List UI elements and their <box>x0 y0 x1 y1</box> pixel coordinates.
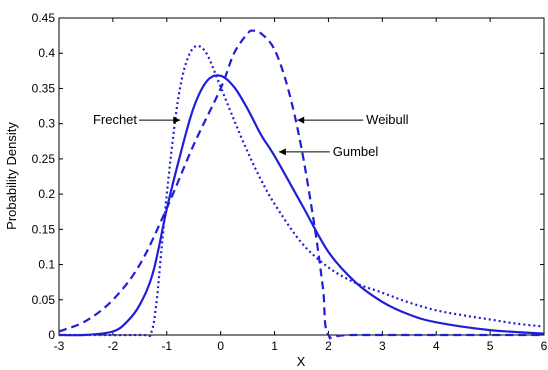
y-tick-label: 0.45 <box>32 11 56 25</box>
y-tick-label: 0.05 <box>32 293 56 307</box>
annotations: Frechet Weibull Gumbel <box>93 112 409 159</box>
annotation-arrowhead <box>297 116 305 124</box>
annotation-frechet: Frechet <box>93 112 137 127</box>
x-tick-label: 0 <box>217 339 224 353</box>
x-tick-label: 3 <box>379 339 386 353</box>
y-tick-label: 0.15 <box>32 222 56 236</box>
series-line-frechet <box>58 44 545 338</box>
y-tick-label: 0 <box>48 328 55 342</box>
annotation-weibull: Weibull <box>366 112 409 127</box>
x-tick-label: 1 <box>271 339 278 353</box>
annotation-gumbel: Gumbel <box>333 144 379 159</box>
series-line-gumbel <box>58 74 545 337</box>
annotation-arrowhead <box>278 148 286 156</box>
series-line-weibull <box>58 29 544 340</box>
x-tick-label: 5 <box>487 339 494 353</box>
x-tick-label: 4 <box>433 339 440 353</box>
x-tick-label: 6 <box>541 339 548 353</box>
y-tick-label: 0.25 <box>32 152 56 166</box>
y-tick-label: 0.35 <box>32 81 56 95</box>
x-axis-title: X <box>297 354 306 369</box>
y-tick-label: 0.4 <box>38 46 55 60</box>
axis-ticks: -3 -2 -1 0 1 2 3 4 5 6 0 0.05 0.1 0.15 0.2 0.25 0.3 0.35 0… <box>32 11 548 353</box>
x-tick-label: -3 <box>54 339 65 353</box>
series-lines <box>58 29 545 340</box>
x-tick-label: 2 <box>325 339 332 353</box>
annotation-arrowhead <box>173 116 181 124</box>
y-tick-label: 0.2 <box>38 187 55 201</box>
y-axis-title: Probability Density <box>4 122 19 230</box>
x-tick-label: -1 <box>161 339 172 353</box>
plot-area <box>58 17 545 336</box>
x-tick-label: -2 <box>108 339 119 353</box>
y-tick-label: 0.1 <box>38 258 55 272</box>
y-tick-label: 0.3 <box>38 117 55 131</box>
